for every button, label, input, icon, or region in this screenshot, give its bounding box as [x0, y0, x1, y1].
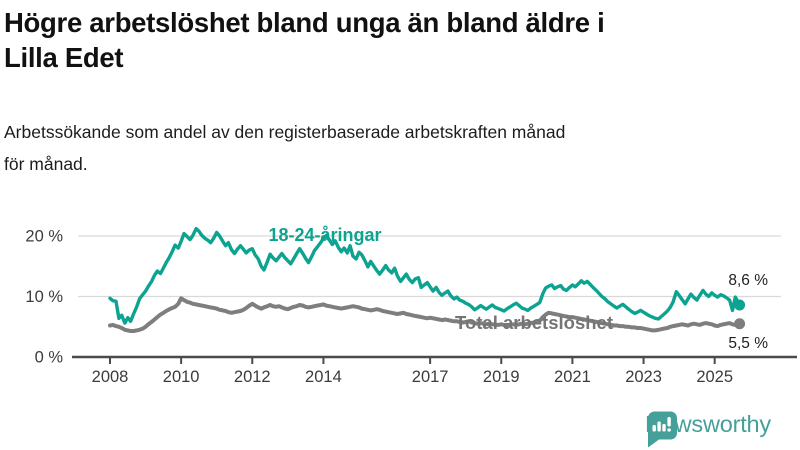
series-line-youth — [108, 227, 742, 325]
y-axis-tick-label: 20 % — [25, 228, 63, 246]
x-axis-tick-label: 2012 — [234, 368, 271, 386]
title-line-2: Lilla Edet — [4, 42, 124, 74]
x-axis-tick-label: 2021 — [554, 368, 591, 386]
subtitle-line-2: för månad. — [4, 154, 88, 174]
newsworthy-logo: Newsworthy — [645, 411, 771, 448]
y-axis-tick-label: 0 % — [35, 349, 64, 367]
end-value-label-total: 5,5 % — [728, 335, 768, 352]
y-axis-tick-label: 10 % — [25, 288, 63, 306]
title-line-1: Högre arbetslöshet bland unga än bland ä… — [4, 7, 605, 38]
series-label-youth: 18-24-åringar — [268, 225, 381, 245]
series-end-dot-youth — [734, 299, 746, 311]
page-title: Högre arbetslöshet bland unga än bland ä… — [4, 5, 766, 75]
chart-subtitle: Arbetssökande som andel av den registerb… — [4, 116, 790, 180]
series-line-total — [108, 296, 742, 333]
subtitle-line-1: Arbetssökande som andel av den registerb… — [4, 122, 566, 142]
x-axis-tick-label: 2014 — [305, 368, 342, 386]
series-end-dot-total — [734, 318, 746, 330]
x-axis-tick-label: 2023 — [625, 368, 662, 386]
chart-speech-bubble-icon — [648, 411, 677, 448]
x-axis-tick-label: 2019 — [483, 368, 520, 386]
x-axis-tick-label: 2017 — [412, 368, 449, 386]
x-axis-tick-label: 2008 — [92, 368, 129, 386]
x-axis-tick-label: 2010 — [163, 368, 200, 386]
x-axis-tick-label: 2025 — [696, 368, 733, 386]
series-label-total: Total arbetslöshet — [455, 312, 613, 333]
end-value-label-youth: 8,6 % — [728, 272, 768, 289]
